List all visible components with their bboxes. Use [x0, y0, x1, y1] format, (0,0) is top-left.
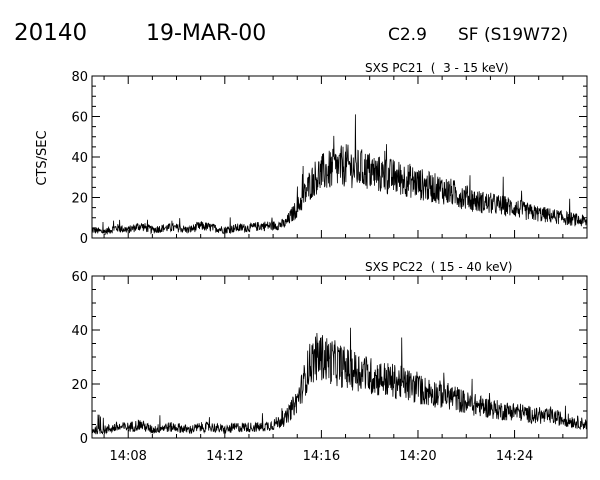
x-tick-label: 14:24: [496, 449, 533, 464]
x-tick-label: 14:12: [206, 449, 243, 464]
count-rate-trace: [91, 327, 588, 435]
panel-title: SXS PC21 ( 3 - 15 keV): [365, 61, 509, 75]
y-tick-label: 20: [71, 378, 88, 393]
count-rate-trace: [91, 114, 588, 235]
y-axis-label: CTS/SEC: [35, 130, 50, 185]
y-tick-label: 60: [71, 111, 88, 126]
x-tick-label: 14:08: [109, 449, 146, 464]
y-tick-label: 0: [80, 232, 88, 247]
y-tick-label: 40: [71, 324, 88, 339]
flare-location: SF (S19W72): [458, 25, 568, 45]
y-tick-label: 20: [71, 192, 88, 207]
y-tick-label: 60: [71, 270, 88, 285]
event-date: 19-MAR-00: [146, 21, 266, 46]
x-tick-labels: 14:08 14:12 14:16 14:20 14:24: [109, 449, 533, 464]
x-tick-label: 14:20: [399, 449, 436, 464]
y-tick-label: 0: [80, 432, 88, 447]
y-tick-label: 40: [71, 151, 88, 166]
event-number: 20140: [14, 20, 87, 46]
y-tick-label: 80: [71, 70, 88, 85]
flare-class: C2.9: [388, 25, 427, 45]
panel-pc21: SXS PC21 ( 3 - 15 keV) CTS/SEC 0 20 40 60 80: [35, 61, 588, 247]
panel-pc22: SXS PC22 ( 15 - 40 keV) 0 20 40 60: [71, 260, 588, 447]
x-tick-label: 14:16: [303, 449, 340, 464]
panel-title: SXS PC22 ( 15 - 40 keV): [365, 260, 512, 274]
plot-frame: [91, 75, 588, 239]
